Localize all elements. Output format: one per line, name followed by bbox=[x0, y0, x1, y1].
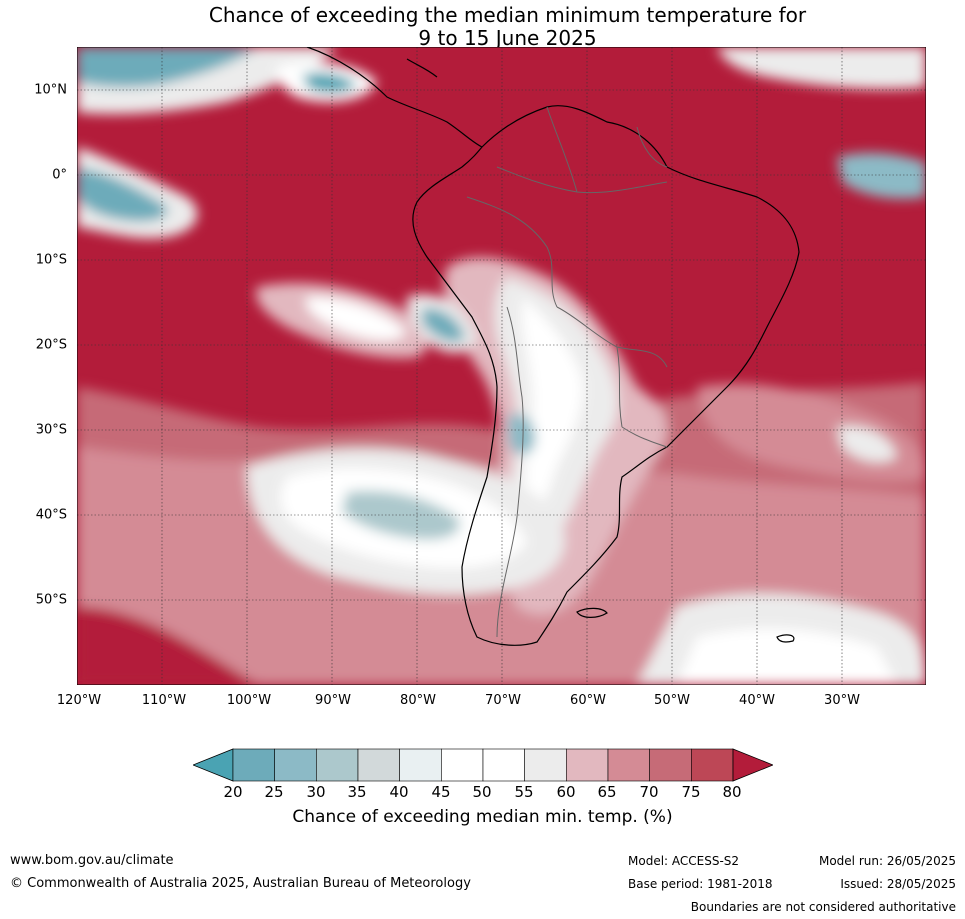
map-svg bbox=[77, 47, 926, 685]
lat-label: 30°S bbox=[35, 422, 67, 438]
colorbar-tick: 80 bbox=[722, 783, 742, 801]
colorbar-tick: 50 bbox=[472, 783, 492, 801]
lon-label: 60°W bbox=[570, 693, 606, 708]
graticule bbox=[77, 47, 926, 685]
colorbar-extend-low bbox=[191, 748, 234, 782]
lat-label: 20°S bbox=[35, 337, 67, 353]
model-run-text: Model run: 26/05/2025 bbox=[818, 854, 956, 868]
colorbar-segment bbox=[399, 748, 442, 782]
colorbar-tick: 25 bbox=[264, 783, 284, 801]
lat-label: 10°S bbox=[35, 252, 67, 268]
lon-label: 70°W bbox=[485, 693, 521, 708]
colorbar-extend-high bbox=[732, 748, 775, 782]
title-line-1: Chance of exceeding the median minimum t… bbox=[208, 3, 807, 27]
colorbar-svg bbox=[191, 748, 775, 782]
lon-label: 90°W bbox=[315, 693, 351, 708]
lon-label: 80°W bbox=[400, 693, 436, 708]
website-link[interactable]: www.bom.gov.au/climate bbox=[10, 853, 174, 868]
colorbar-tick: 60 bbox=[556, 783, 576, 801]
country-borders bbox=[466, 106, 668, 638]
issued-text: Issued: 28/05/2025 bbox=[840, 877, 956, 891]
colorbar-label: Chance of exceeding median min. temp. (%… bbox=[292, 807, 673, 827]
lat-label: 40°S bbox=[35, 507, 67, 523]
base-period-text: Base period: 1981-2018 bbox=[628, 877, 773, 891]
lat-label: 10°N bbox=[34, 82, 67, 98]
lon-label: 30°W bbox=[824, 693, 860, 708]
model-text: Model: ACCESS-S2 bbox=[628, 854, 740, 868]
colorbar-segment bbox=[691, 748, 734, 782]
lat-label: 0° bbox=[52, 167, 67, 183]
copyright-text: © Commonwealth of Australia 2025, Austra… bbox=[10, 876, 471, 891]
lon-label: 40°W bbox=[739, 693, 775, 708]
colorbar-tick: 30 bbox=[306, 783, 326, 801]
colorbar-segment bbox=[649, 748, 692, 782]
colorbar-tick: 35 bbox=[347, 783, 367, 801]
chart-title: Chance of exceeding the median minimum t… bbox=[0, 4, 965, 50]
colorbar-segment bbox=[441, 748, 484, 782]
colorbar-tick: 55 bbox=[514, 783, 534, 801]
colorbar-segment bbox=[232, 748, 275, 782]
colorbar-segment bbox=[316, 748, 359, 782]
colorbar-tick: 40 bbox=[389, 783, 409, 801]
lon-label: 100°W bbox=[226, 693, 272, 708]
colorbar-segment bbox=[607, 748, 650, 782]
colorbar-segment bbox=[566, 748, 609, 782]
colorbar-tick: 45 bbox=[431, 783, 451, 801]
disclaimer-text: Boundaries are not considered authoritat… bbox=[690, 900, 956, 914]
title-line-2: 9 to 15 June 2025 bbox=[418, 26, 597, 50]
lon-label: 120°W bbox=[56, 693, 102, 708]
colorbar-segment bbox=[482, 748, 525, 782]
colorbar-segment bbox=[274, 748, 317, 782]
colorbar bbox=[191, 747, 775, 783]
lon-label: 50°W bbox=[654, 693, 690, 708]
lon-label: 110°W bbox=[141, 693, 187, 708]
colorbar-tick: 20 bbox=[223, 783, 243, 801]
lat-label: 50°S bbox=[35, 592, 67, 608]
colorbar-tick: 75 bbox=[681, 783, 701, 801]
forecast-map bbox=[77, 47, 926, 685]
colorbar-tick: 65 bbox=[597, 783, 617, 801]
colorbar-segment bbox=[524, 748, 567, 782]
colorbar-tick: 70 bbox=[639, 783, 659, 801]
coastline bbox=[306, 47, 800, 646]
colorbar-segment bbox=[357, 748, 400, 782]
